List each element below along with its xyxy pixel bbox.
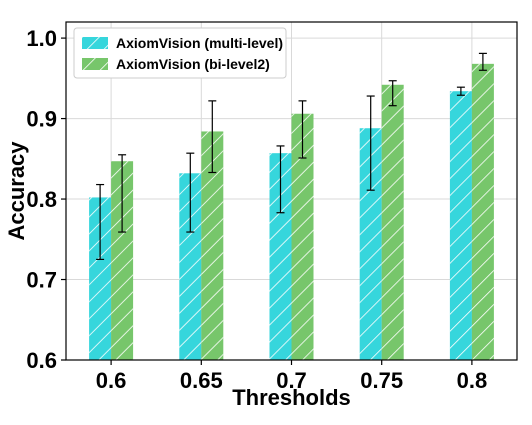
- bar-hatch: [291, 113, 314, 360]
- y-axis-ticks: 0.6 0.7 0.8 0.9 1.0: [26, 26, 66, 373]
- bars-group: [89, 63, 494, 361]
- legend-label-multi-level: AxiomVision (multi-level): [116, 35, 283, 51]
- x-tick-label: 0.75: [360, 368, 403, 393]
- x-tick-label: 0.7: [276, 368, 307, 393]
- y-axis-label: Accuracy: [4, 141, 29, 241]
- y-tick-label: 0.8: [26, 187, 57, 212]
- bar-hatch: [201, 131, 224, 360]
- error-bars-group: [96, 52, 487, 261]
- bar-hatch: [449, 91, 472, 360]
- legend-swatch-hatch: [82, 58, 108, 70]
- bar-hatch: [111, 161, 134, 360]
- y-tick-label: 0.6: [26, 348, 57, 373]
- x-tick-label: 0.65: [180, 368, 223, 393]
- legend: AxiomVision (multi-level) AxiomVision (b…: [73, 27, 287, 79]
- y-tick-label: 0.9: [26, 107, 57, 132]
- legend-swatch-hatch: [82, 37, 108, 49]
- legend-label-bi-level2: AxiomVision (bi-level2): [116, 56, 270, 72]
- bar-hatch: [269, 153, 292, 360]
- legend-box: [73, 27, 287, 79]
- x-tick-label: 0.8: [457, 368, 488, 393]
- x-axis-label: Thresholds: [232, 385, 351, 410]
- bar-hatch: [179, 173, 202, 360]
- bar-hatch: [381, 84, 404, 361]
- bar-hatch: [471, 63, 494, 360]
- y-tick-label: 1.0: [26, 26, 57, 51]
- bar-hatch: [89, 197, 112, 360]
- x-axis-ticks: 0.6 0.65 0.7 0.75 0.8: [96, 360, 487, 393]
- x-tick-label: 0.6: [96, 368, 127, 393]
- bar-hatch: [359, 128, 382, 360]
- y-tick-label: 0.7: [26, 268, 57, 293]
